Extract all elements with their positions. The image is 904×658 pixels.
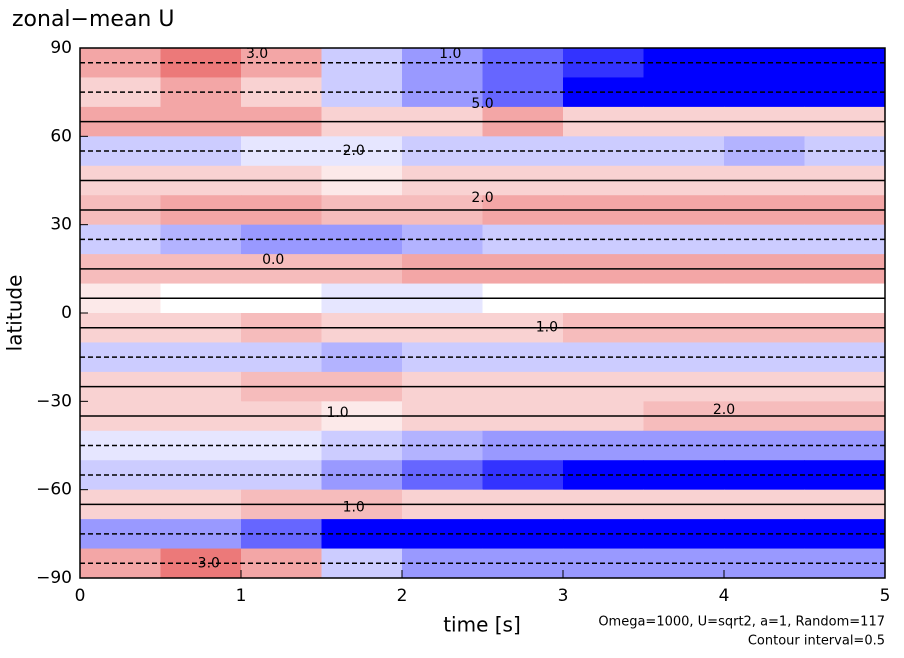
- x-tick-label: 0: [75, 586, 86, 606]
- contour-label: 2.0: [471, 190, 493, 206]
- contour-label: 2.0: [713, 402, 735, 418]
- x-tick-label: 1: [236, 586, 247, 606]
- y-tick-label: −60: [36, 480, 72, 500]
- y-tick-label: 30: [50, 215, 72, 235]
- contour-label: 1.0: [343, 499, 365, 515]
- x-tick-label: 4: [719, 586, 730, 606]
- contour-label: 1.0: [326, 405, 348, 421]
- x-tick-label: 5: [880, 586, 891, 606]
- y-tick-label: 60: [50, 126, 72, 146]
- x-axis-label: time [s]: [443, 613, 521, 637]
- contour-label: 0.0: [262, 252, 284, 268]
- contour-label: 5.0: [471, 96, 493, 112]
- y-axis-label: latitude: [3, 275, 27, 352]
- x-tick-label: 2: [397, 586, 408, 606]
- contour-label: 2.0: [343, 143, 365, 159]
- y-tick-label: −90: [36, 568, 72, 588]
- x-tick-label: 3: [558, 586, 569, 606]
- y-tick-label: 0: [61, 303, 72, 323]
- contour-label: 1.0: [439, 46, 461, 62]
- annotation: Contour interval=0.5: [748, 634, 885, 649]
- contour-label: 1.0: [536, 320, 558, 336]
- y-tick-label: −30: [36, 391, 72, 411]
- contour-label: 3.0: [246, 46, 268, 62]
- contour-label: 3.0: [198, 555, 220, 571]
- annotation: Omega=1000, U=sqrt2, a=1, Random=117: [598, 615, 885, 630]
- y-tick-label: 90: [50, 38, 72, 58]
- chart-title: zonal−mean U: [12, 7, 174, 32]
